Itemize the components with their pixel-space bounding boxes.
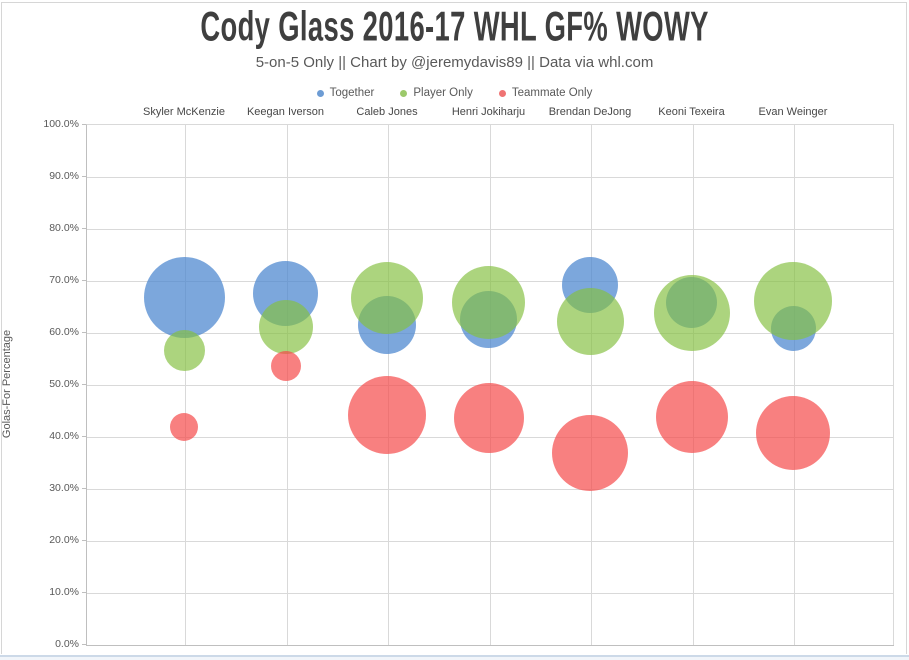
legend-item-player-only[interactable]: Player Only (400, 87, 473, 99)
y-axis-tick-mark (82, 280, 86, 281)
y-axis-title: Golas-For Percentage (1, 329, 13, 439)
bubble-teammate-only-brendan-dejong[interactable] (552, 414, 628, 491)
y-axis-tick-label: 30.0% (49, 482, 79, 494)
category-label-caleb-jones: Caleb Jones (356, 106, 418, 118)
gridline-vertical (185, 125, 186, 645)
y-axis-tick-label: 80.0% (49, 222, 79, 234)
gridline-vertical (591, 125, 592, 645)
y-axis-tick-label: 70.0% (49, 274, 79, 286)
category-label-keoni-texeira: Keoni Texeira (658, 106, 725, 118)
bubble-together-skyler-mckenzie[interactable] (143, 257, 225, 339)
y-axis-tick-mark (82, 436, 86, 437)
y-axis-tick-mark (82, 228, 86, 229)
bubble-player-only-keegan-iverson[interactable] (258, 299, 313, 354)
y-axis-tick-mark (82, 332, 86, 333)
chart-title-text: Cody Glass 2016-17 WHL GF% WOWY (200, 3, 709, 50)
category-label-henri-jokiharju: Henri Jokiharju (451, 106, 526, 118)
gridline-vertical (893, 125, 894, 645)
bubble-teammate-only-keegan-iverson[interactable] (270, 351, 301, 382)
bubble-player-only-skyler-mckenzie[interactable] (163, 329, 205, 371)
category-label-evan-weinger: Evan Weinger (758, 106, 828, 118)
y-axis-tick-label: 40.0% (49, 430, 79, 442)
bubble-player-only-henri-jokiharju[interactable] (452, 265, 525, 339)
legend-item-teammate-only[interactable]: Teammate Only (498, 87, 593, 99)
bubble-player-only-evan-weinger[interactable] (754, 262, 832, 341)
legend-dot-icon (316, 89, 324, 97)
legend-label: Player Only (413, 87, 473, 99)
category-label-keegan-iverson: Keegan Iverson (246, 106, 325, 118)
y-axis-tick-mark (82, 384, 86, 385)
bubble-teammate-only-henri-jokiharju[interactable] (453, 383, 524, 454)
gridline-vertical (794, 125, 795, 645)
y-axis-tick-label: 100.0% (43, 118, 79, 130)
gridline-horizontal (87, 541, 894, 542)
bubble-teammate-only-caleb-jones[interactable] (348, 376, 426, 455)
bubble-teammate-only-skyler-mckenzie[interactable] (170, 412, 198, 441)
gridline-vertical (286, 125, 288, 645)
gridline-horizontal (87, 593, 894, 594)
bubble-player-only-keoni-texeira[interactable] (653, 274, 730, 351)
legend-dot-icon (400, 89, 408, 97)
legend: Together Player Only Teammate Only (0, 85, 909, 101)
y-axis-tick-mark (82, 488, 86, 489)
window-bottom-edge (0, 655, 909, 657)
y-axis-tick-label: 10.0% (49, 586, 79, 598)
bubble-player-only-brendan-dejong[interactable] (556, 288, 624, 356)
y-axis-tick-mark (82, 540, 86, 541)
category-label-skyler-mckenzie: Skyler McKenzie (143, 106, 225, 118)
y-axis-tick-mark (82, 592, 86, 593)
bubble-teammate-only-keoni-texeira[interactable] (655, 380, 728, 453)
y-axis-tick-label: 20.0% (49, 534, 79, 546)
legend-dot-icon (498, 89, 506, 97)
y-axis-tick-label: 60.0% (49, 326, 79, 338)
y-axis-tick-label: 0.0% (55, 638, 79, 650)
gridline-horizontal (87, 229, 894, 230)
bubble-teammate-only-evan-weinger[interactable] (756, 395, 830, 470)
gridline-horizontal (87, 489, 894, 490)
y-axis-tick-label: 50.0% (49, 378, 79, 390)
legend-label: Together (329, 87, 375, 99)
legend-item-together[interactable]: Together (316, 87, 375, 99)
y-axis-tick-mark (82, 644, 86, 645)
legend-label: Teammate Only (511, 87, 593, 99)
window-bottom-fill (0, 657, 909, 660)
y-axis-tick-mark (82, 176, 86, 177)
bubble-player-only-caleb-jones[interactable] (351, 261, 423, 334)
category-label-brendan-dejong: Brendan DeJong (548, 106, 632, 118)
y-axis-tick-mark (82, 124, 86, 125)
chart-title: Cody Glass 2016-17 WHL GF% WOWY (0, 3, 909, 51)
gridline-horizontal (87, 177, 894, 178)
y-axis-tick-label: 90.0% (49, 170, 79, 182)
chart-subtitle: 5-on-5 Only || Chart by @jeremydavis89 |… (255, 54, 654, 71)
